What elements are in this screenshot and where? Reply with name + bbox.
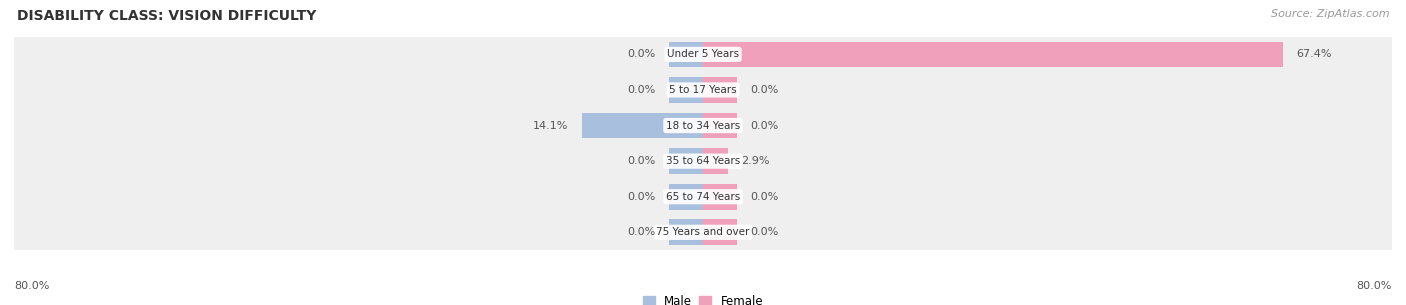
Text: 5 to 17 Years: 5 to 17 Years bbox=[669, 85, 737, 95]
Text: 0.0%: 0.0% bbox=[751, 120, 779, 131]
Bar bbox=[703, 77, 738, 103]
Bar bbox=[703, 184, 738, 210]
Bar bbox=[14, 108, 1392, 143]
Text: 80.0%: 80.0% bbox=[14, 281, 49, 291]
Text: DISABILITY CLASS: VISION DIFFICULTY: DISABILITY CLASS: VISION DIFFICULTY bbox=[17, 9, 316, 23]
Bar bbox=[703, 41, 1284, 67]
Bar bbox=[14, 37, 1392, 72]
Bar bbox=[14, 143, 1392, 179]
Bar bbox=[669, 41, 703, 67]
Bar bbox=[14, 179, 1392, 214]
Bar bbox=[669, 220, 703, 245]
Bar bbox=[582, 113, 703, 138]
Text: 65 to 74 Years: 65 to 74 Years bbox=[666, 192, 740, 202]
Text: 0.0%: 0.0% bbox=[751, 227, 779, 237]
Text: 18 to 34 Years: 18 to 34 Years bbox=[666, 120, 740, 131]
Text: Source: ZipAtlas.com: Source: ZipAtlas.com bbox=[1271, 9, 1389, 19]
Bar bbox=[14, 214, 1392, 250]
Text: 14.1%: 14.1% bbox=[533, 120, 568, 131]
Text: 0.0%: 0.0% bbox=[627, 192, 655, 202]
Bar bbox=[14, 72, 1392, 108]
Text: 0.0%: 0.0% bbox=[751, 85, 779, 95]
Legend: Male, Female: Male, Female bbox=[638, 290, 768, 305]
Text: 2.9%: 2.9% bbox=[741, 156, 769, 166]
Text: 35 to 64 Years: 35 to 64 Years bbox=[666, 156, 740, 166]
Bar bbox=[669, 184, 703, 210]
Text: Under 5 Years: Under 5 Years bbox=[666, 49, 740, 59]
Text: 0.0%: 0.0% bbox=[627, 156, 655, 166]
Text: 67.4%: 67.4% bbox=[1296, 49, 1331, 59]
Text: 80.0%: 80.0% bbox=[1357, 281, 1392, 291]
Text: 75 Years and over: 75 Years and over bbox=[657, 227, 749, 237]
Text: 0.0%: 0.0% bbox=[627, 85, 655, 95]
Bar bbox=[669, 77, 703, 103]
Text: 0.0%: 0.0% bbox=[627, 227, 655, 237]
Text: 0.0%: 0.0% bbox=[751, 192, 779, 202]
Text: 0.0%: 0.0% bbox=[627, 49, 655, 59]
Bar bbox=[669, 148, 703, 174]
Bar bbox=[703, 220, 738, 245]
Bar bbox=[703, 113, 738, 138]
Bar bbox=[703, 148, 728, 174]
